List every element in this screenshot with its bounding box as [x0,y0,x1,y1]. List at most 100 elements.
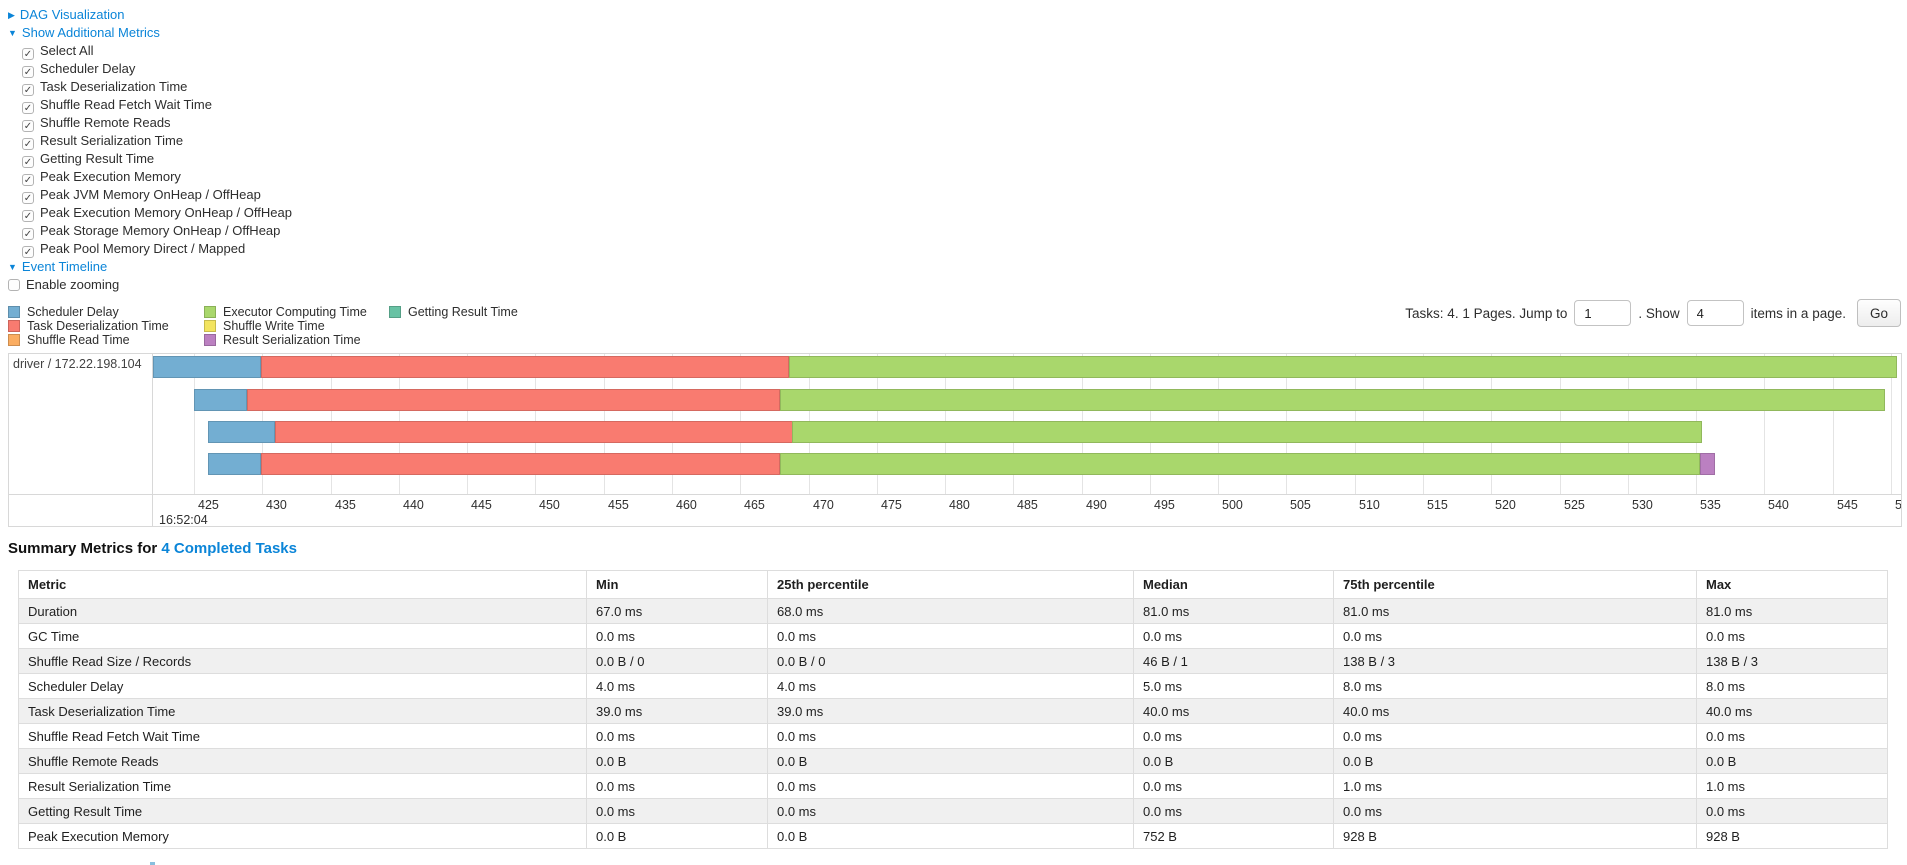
axis-tick-label: 475 [881,498,902,512]
metric-value-cell: 928 B [1333,823,1697,849]
enable-zooming-label: Enable zooming [26,277,120,292]
event-timeline-toggle[interactable]: ▼ Event Timeline [8,259,107,274]
legend-label: Scheduler Delay [27,305,119,319]
task-2-scheduler-delay-segment [194,389,247,411]
metric-checkbox-row: Shuffle Remote Reads [22,114,292,132]
metric-checkbox-row: Peak Storage Memory OnHeap / OffHeap [22,222,292,240]
task-1-scheduler-delay-segment [153,356,261,378]
metric-value-cell: 0.0 ms [767,623,1134,649]
metric-value-cell: 0.0 ms [1696,623,1888,649]
table-row: Duration 67.0 ms 68.0 ms 81.0 ms 81.0 ms 81.0… [18,598,1888,624]
metric-value-cell: 46 B / 1 [1133,648,1334,674]
metric-checkbox-row: Getting Result Time [22,150,292,168]
legend-item: Executor Computing Time [204,306,367,319]
event-timeline-label: Event Timeline [21,259,108,274]
axis-tick-label: 495 [1154,498,1175,512]
task-2-task-deserialization-segment [247,389,780,411]
metric-checkbox-row: Shuffle Read Fetch Wait Time [22,96,292,114]
summary-heading-text: Summary Metrics for [8,540,162,557]
metric-checkbox[interactable] [22,138,34,150]
table-row: Shuffle Remote Reads 0.0 B 0.0 B 0.0 B 0.0 B… [18,748,1888,774]
items-per-page-input[interactable] [1686,300,1744,326]
axis-tick-label: 515 [1427,498,1448,512]
axis-tick-label: 530 [1632,498,1653,512]
metric-checkbox-row: Peak JVM Memory OnHeap / OffHeap [22,186,292,204]
metric-checkbox-row: Peak Pool Memory Direct / Mapped [22,240,292,258]
timeline-axis: 16:52:04 425 430 435 440 445 450 455 460 465 470 4… [153,354,1901,527]
metric-checkbox-label: Peak Execution Memory [40,169,181,184]
metrics-checkbox-list: Select All Scheduler Delay Task Deserializ… [8,42,292,258]
metric-checkbox[interactable] [22,120,34,132]
enable-zooming-checkbox[interactable] [8,279,20,291]
table-row: Task Deserialization Time 39.0 ms 39.0 ms 4… [18,698,1888,724]
metric-value-cell: 40.0 ms [1696,698,1888,724]
metric-checkbox[interactable] [22,156,34,168]
axis-tick-label: 525 [1564,498,1585,512]
table-row: GC Time 0.0 ms 0.0 ms 0.0 ms 0.0 ms 0.0 ms [18,623,1888,649]
completed-tasks-link[interactable]: 4 Completed Tasks [161,540,297,557]
metric-checkbox[interactable] [22,174,34,186]
stage-page-controls: ▶ DAG Visualization ▼ Show Additional Metr… [8,6,292,294]
axis-tick-label: 510 [1359,498,1380,512]
metric-checkbox-label: Peak JVM Memory OnHeap / OffHeap [40,187,261,202]
metric-value-cell: 0.0 ms [1333,623,1697,649]
metric-checkbox-label: Getting Result Time [40,151,155,166]
show-additional-metrics-toggle[interactable]: ▼ Show Additional Metrics [8,25,160,40]
table-header-metric: Metric [18,570,587,599]
metric-checkbox[interactable] [22,192,34,204]
task-2-executor-computing-segment [780,389,1885,411]
task-4-task-deserialization-segment [261,453,780,475]
metric-value-cell: 138 B / 3 [1333,648,1697,674]
metric-name-cell: Shuffle Read Fetch Wait Time [18,723,587,749]
metric-value-cell: 40.0 ms [1333,698,1697,724]
legend-item: Result Serialization Time [204,334,367,347]
axis-tick-label: 485 [1017,498,1038,512]
metric-checkbox[interactable] [22,66,34,78]
axis-tick-label: 455 [608,498,629,512]
metric-checkbox[interactable] [22,84,34,96]
shuffle-read-swatch-icon [8,334,20,346]
metric-value-cell: 8.0 ms [1333,673,1697,699]
metric-value-cell: 752 B [1133,823,1334,849]
metric-value-cell: 0.0 ms [586,773,768,799]
task-4-result-serialization-segment [1700,453,1715,475]
metric-checkbox[interactable] [22,210,34,222]
table-header-max: Max [1696,570,1888,599]
task-1-executor-computing-segment [789,356,1897,378]
axis-tick-label: 500 [1222,498,1243,512]
metric-checkbox[interactable] [22,48,34,60]
metric-value-cell: 0.0 B / 0 [767,648,1134,674]
go-button[interactable]: Go [1856,299,1901,327]
getting-result-swatch-icon [389,306,401,318]
metric-checkbox[interactable] [22,228,34,240]
task-3-scheduler-delay-segment [208,421,275,443]
axis-tick-label: 465 [744,498,765,512]
metric-checkbox-row: Result Serialization Time [22,132,292,150]
metric-checkbox-row: Scheduler Delay [22,60,292,78]
metric-value-cell: 0.0 ms [586,798,768,824]
axis-tick-label: 425 [198,498,219,512]
metric-checkbox[interactable] [22,246,34,258]
metric-checkbox-label: Shuffle Read Fetch Wait Time [40,97,212,112]
metric-name-cell: GC Time [18,623,587,649]
metric-value-cell: 39.0 ms [586,698,768,724]
metric-checkbox-row: Peak Execution Memory OnHeap / OffHeap [22,204,292,222]
legend-item: Scheduler Delay [8,306,169,319]
metric-checkbox[interactable] [22,102,34,114]
axis-time-label: 16:52:04 [159,513,208,527]
metric-name-cell: Peak Execution Memory [18,823,587,849]
table-header-25th-percentile: 25th percentile [767,570,1134,599]
table-row: Peak Execution Memory 0.0 B 0.0 B 752 B 928 … [18,823,1888,849]
task-deserialization-swatch-icon [8,320,20,332]
metric-checkbox-row: Peak Execution Memory [22,168,292,186]
collapse-arrow-icon: ▼ [8,262,17,272]
jump-to-page-input[interactable] [1574,300,1632,326]
axis-tick-label: 470 [813,498,834,512]
dag-visualization-toggle[interactable]: ▶ DAG Visualization [8,7,124,22]
expand-arrow-icon: ▶ [8,10,15,20]
metric-value-cell: 0.0 ms [1133,773,1334,799]
legend-label: Task Deserialization Time [27,319,169,333]
legend-column: Executor Computing Time Shuffle Write Tim… [204,306,367,348]
metric-checkbox-label: Select All [40,43,94,58]
metric-value-cell: 0.0 ms [1333,798,1697,824]
